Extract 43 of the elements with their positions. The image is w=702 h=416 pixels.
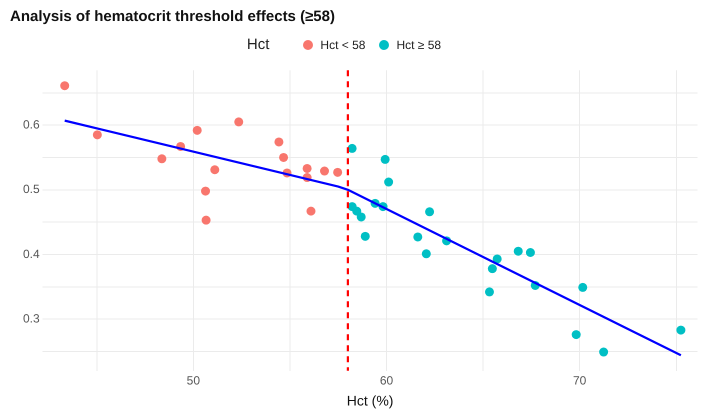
point bbox=[488, 264, 497, 274]
point bbox=[192, 126, 202, 135]
point bbox=[92, 130, 102, 140]
point bbox=[201, 186, 210, 196]
point bbox=[360, 232, 370, 241]
legend-title: Hct bbox=[246, 36, 270, 53]
point bbox=[599, 348, 608, 357]
point bbox=[279, 152, 288, 162]
point bbox=[274, 137, 284, 146]
point bbox=[202, 216, 211, 225]
point bbox=[356, 212, 366, 222]
y-tick-label: 0.4 bbox=[22, 246, 40, 261]
y-tick-label: 0.5 bbox=[22, 182, 40, 196]
point bbox=[157, 154, 166, 164]
point bbox=[572, 330, 581, 340]
x-tick-label: 60 bbox=[380, 373, 394, 388]
point bbox=[333, 168, 342, 177]
point bbox=[413, 232, 422, 242]
point bbox=[302, 164, 312, 173]
legend-label: Hct < 58 bbox=[320, 38, 366, 52]
point bbox=[514, 246, 523, 256]
point bbox=[492, 254, 502, 264]
point bbox=[484, 287, 494, 296]
point bbox=[578, 282, 588, 292]
point bbox=[676, 326, 686, 335]
point bbox=[425, 207, 434, 216]
y-tick-label: 0.6 bbox=[22, 117, 40, 132]
y-tick-label: 0.3 bbox=[22, 311, 40, 326]
point bbox=[210, 165, 220, 174]
point bbox=[422, 249, 431, 258]
chart-title: Analysis of hematocrit threshold effects (≥58) bbox=[10, 8, 335, 25]
x-tick-label: 70 bbox=[572, 373, 587, 388]
point bbox=[320, 166, 330, 176]
point bbox=[348, 144, 357, 153]
point bbox=[306, 206, 316, 216]
point bbox=[380, 154, 390, 164]
point bbox=[60, 81, 70, 90]
x-tick-label: 50 bbox=[186, 373, 200, 388]
legend-label: Hct ≥ 58 bbox=[396, 38, 442, 52]
point bbox=[234, 117, 244, 126]
point bbox=[384, 178, 394, 187]
point bbox=[526, 248, 535, 257]
x-axis-title: Hct (%) bbox=[346, 392, 394, 408]
